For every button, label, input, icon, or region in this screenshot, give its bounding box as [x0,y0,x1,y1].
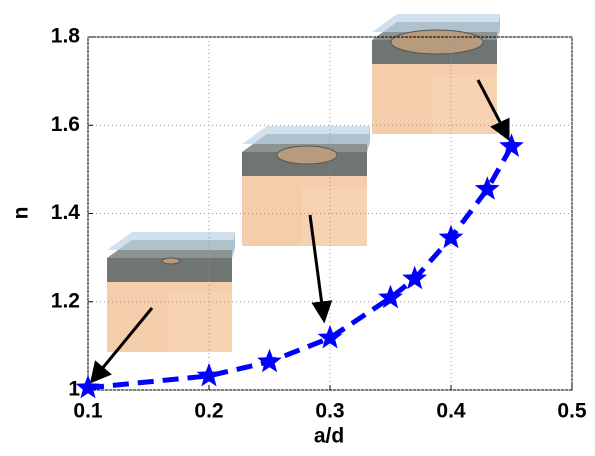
marker [257,349,282,373]
x-axis-label: a/d [314,425,344,448]
y-axis-label: n [10,207,33,220]
x-tick-label: 0.3 [315,400,344,423]
x-tick-label: 0.5 [557,400,587,423]
inset-large [372,14,500,134]
inset-small [107,232,235,352]
marker [197,363,222,387]
x-tick-label: 0.4 [436,400,466,423]
marker [439,225,464,249]
x-tick-label: 0.2 [194,400,223,423]
inset-medium [242,126,370,246]
x-tick-label: 0.1 [73,400,103,423]
marker [475,176,500,200]
y-tick-label: 1.6 [51,113,80,136]
y-tick-label: 1.2 [51,289,80,312]
y-tick-label: 1.8 [51,25,81,48]
chart: 1 1.2 1.4 1.6 1.8 0.1 0.2 0.3 0.4 0.5 a/d n [0,0,595,456]
y-tick-label: 1 [68,378,80,401]
marker [499,133,524,157]
y-tick-label: 1.4 [51,201,81,224]
marker [318,325,343,349]
